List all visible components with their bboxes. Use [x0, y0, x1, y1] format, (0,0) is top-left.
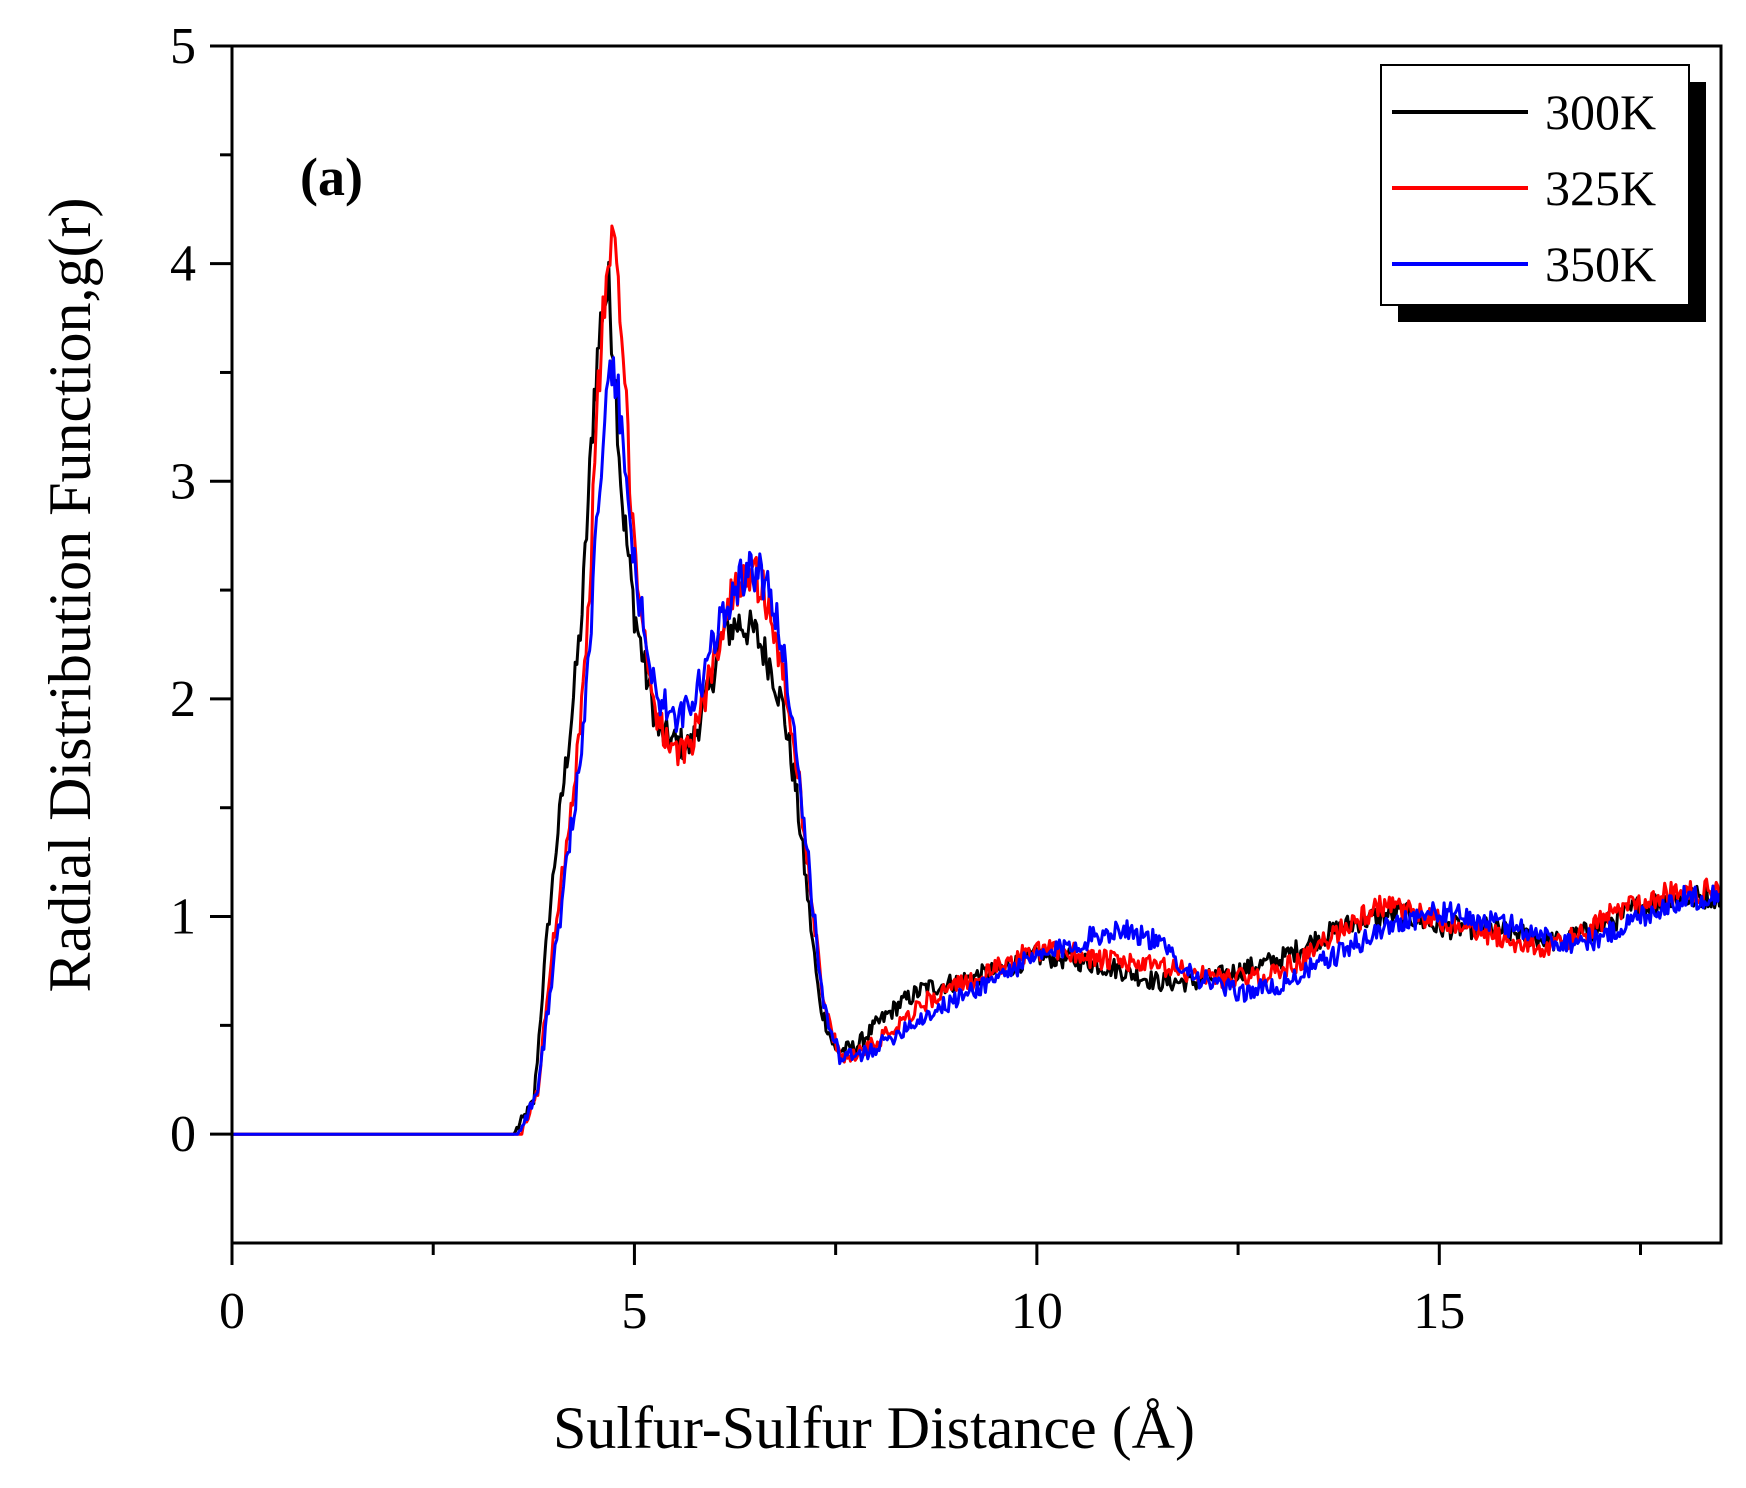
y-tick-label: 5: [170, 18, 196, 75]
y-tick-label: 1: [170, 889, 196, 946]
y-tick-label: 4: [170, 236, 196, 293]
y-tick-label: 2: [170, 671, 196, 728]
x-tick-label: 10: [1011, 1283, 1063, 1340]
series-line-300K: [232, 260, 1723, 1136]
series-lines: [232, 224, 1723, 1136]
x-axis-title: Sulfur-Sulfur Distance (Å): [553, 1395, 1195, 1461]
panel-label: (a): [300, 147, 363, 207]
x-tick-label: 15: [1413, 1283, 1465, 1340]
y-tick-label: 0: [170, 1106, 196, 1163]
series-line-350K: [232, 356, 1722, 1136]
legend-label-325K: 325K: [1545, 160, 1656, 216]
y-tick-label: 3: [170, 453, 196, 510]
legend-label-350K: 350K: [1545, 236, 1656, 292]
x-tick-label: 0: [219, 1283, 245, 1340]
legend-label-300K: 300K: [1545, 84, 1656, 140]
legend: 300K 325K 350K: [1380, 64, 1706, 322]
axis-ticks: 0 5 10 15 0 1 2 3 4 5: [170, 18, 1643, 1340]
plot-frame: [230, 44, 1723, 1245]
y-axis-title: Radial Distribution Function,g(r): [37, 198, 103, 993]
x-tick-label: 5: [621, 1283, 647, 1340]
